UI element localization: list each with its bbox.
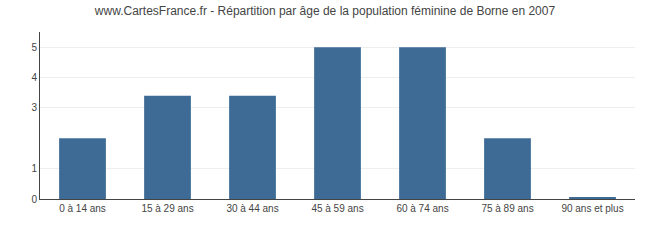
svg-text:www.CartesFrance.fr - Répartit: www.CartesFrance.fr - Répartition par âg… [94, 4, 556, 18]
svg-text:75 à 89 ans: 75 à 89 ans [481, 203, 533, 214]
svg-text:0: 0 [31, 194, 37, 205]
svg-text:90 ans et plus: 90 ans et plus [561, 203, 623, 214]
svg-text:5: 5 [31, 42, 37, 53]
svg-text:45 à 59 ans: 45 à 59 ans [311, 203, 363, 214]
svg-text:4: 4 [31, 72, 37, 83]
svg-text:60 à 74 ans: 60 à 74 ans [396, 203, 448, 214]
svg-text:15 à 29 ans: 15 à 29 ans [141, 203, 193, 214]
svg-text:1: 1 [31, 163, 37, 174]
svg-text:0 à 14 ans: 0 à 14 ans [59, 203, 106, 214]
svg-text:3: 3 [31, 102, 37, 113]
svg-text:30 à 44 ans: 30 à 44 ans [226, 203, 278, 214]
